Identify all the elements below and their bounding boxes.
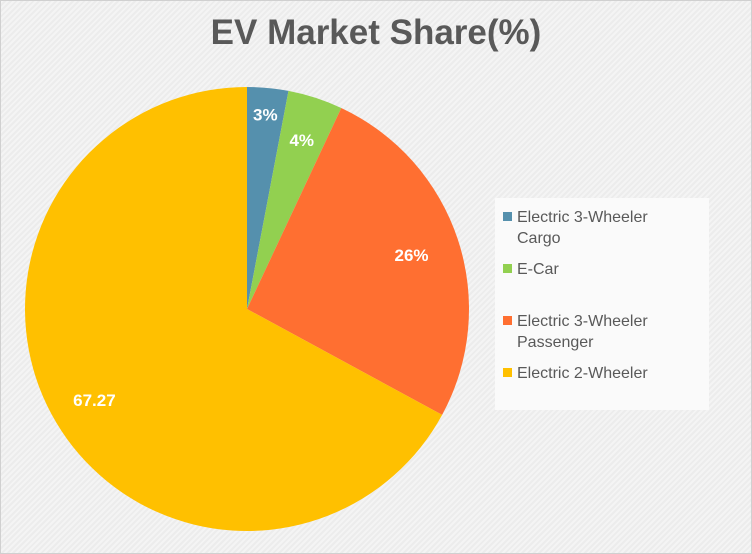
pie-slice <box>247 87 289 309</box>
chart-title: EV Market Share(%) <box>210 13 542 52</box>
legend-swatch <box>503 316 512 325</box>
legend-item-cargo: Electric 3-Wheeler Cargo <box>503 207 687 249</box>
data-label: 3% <box>253 106 278 125</box>
legend-swatch <box>503 212 512 221</box>
pie-slice <box>25 87 443 531</box>
pie-slice <box>247 90 342 309</box>
data-label: 4% <box>289 131 314 150</box>
data-label: 26% <box>394 246 428 265</box>
legend-swatch <box>503 368 512 377</box>
legend-item-ecar: E-Car <box>503 259 687 280</box>
legend-item-2wheeler: Electric 2-Wheeler <box>503 363 687 384</box>
legend-item-passenger: Electric 3-Wheeler Passenger <box>503 311 687 353</box>
legend: Electric 3-Wheeler Cargo E-Car Electric … <box>495 198 709 410</box>
legend-swatch <box>503 264 512 273</box>
data-label: 67.27 <box>73 391 116 410</box>
pie-slice <box>247 108 470 415</box>
